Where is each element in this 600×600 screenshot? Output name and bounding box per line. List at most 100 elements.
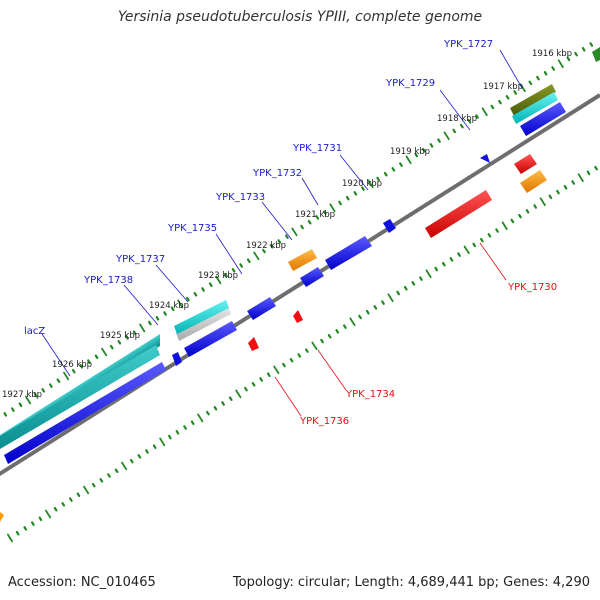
cds-ypk1737-grey[interactable]: [176, 306, 231, 341]
gene-label[interactable]: YPK_1735: [167, 223, 217, 234]
minor-tick: [168, 434, 172, 440]
minor-tick: [457, 252, 461, 257]
scale-label: 1916 kbp: [532, 49, 572, 59]
cds-ypk1736-reverse[interactable]: [248, 337, 259, 351]
minor-tick: [381, 300, 385, 305]
minor-tick: [335, 329, 340, 334]
cds-ypk1732-forward[interactable]: [325, 236, 372, 270]
gene-label[interactable]: YPK_1738: [83, 275, 133, 286]
minor-tick: [175, 430, 180, 435]
gene-labels-reverse: YPK_1730 YPK_1734 YPK_1736: [299, 282, 557, 427]
minor-tick: [282, 362, 286, 368]
minor-tick: [213, 406, 218, 411]
gene-label[interactable]: YPK_1732: [252, 168, 302, 179]
cds-orange-edge[interactable]: [0, 512, 4, 522]
minor-tick: [239, 263, 243, 268]
minor-tick: [361, 186, 365, 191]
major-tick: [177, 299, 184, 309]
gene-label[interactable]: YPK_1727: [443, 39, 493, 50]
minor-tick: [145, 449, 149, 454]
major-tick: [405, 155, 412, 165]
minor-tick: [358, 314, 362, 320]
minor-tick: [437, 138, 441, 143]
minor-tick: [137, 454, 142, 459]
cds-ypk1737-forward[interactable]: [184, 321, 237, 357]
major-tick: [63, 371, 70, 381]
label-leaders: [41, 49, 523, 377]
major-tick: [443, 131, 450, 141]
gene-label[interactable]: lacZ: [24, 326, 45, 337]
minor-tick: [563, 185, 568, 190]
minor-tick: [201, 287, 205, 292]
minor-tick: [411, 281, 416, 286]
minor-tick: [107, 473, 111, 478]
minor-tick: [307, 220, 312, 225]
gene-label[interactable]: YPK_1737: [115, 254, 165, 265]
major-tick: [311, 341, 318, 351]
minor-tick: [129, 458, 134, 464]
minor-tick: [383, 171, 388, 177]
minor-tick: [343, 324, 347, 329]
gene-label[interactable]: YPK_1729: [385, 78, 435, 89]
minor-tick: [574, 51, 578, 57]
cds-ypk1738-arrow[interactable]: [172, 352, 182, 366]
major-tick: [539, 197, 546, 207]
scale-labels: 1916 kbp 1917 kbp 1918 kbp 1919 kbp 1920…: [2, 49, 572, 400]
minor-tick: [513, 90, 518, 95]
accession-text: Accession: NC_010465: [8, 575, 156, 590]
minor-tick: [495, 228, 499, 233]
minor-tick: [114, 468, 119, 473]
minor-tick: [498, 99, 502, 105]
minor-tick: [571, 180, 576, 185]
minor-tick: [396, 290, 400, 296]
genome-summary-text: Topology: circular; Length: 4,689,441 bp…: [232, 575, 590, 590]
scale-label: 1927 kbp: [2, 390, 42, 400]
minor-tick: [48, 383, 53, 388]
cds-ypk1728b-orange[interactable]: [520, 170, 547, 193]
minor-tick: [422, 147, 426, 153]
scale-label: 1922 kbp: [246, 241, 286, 251]
cds-ypk1727-olive[interactable]: [510, 84, 556, 116]
minor-tick: [224, 272, 228, 278]
cds-ypk1734-reverse[interactable]: [293, 310, 303, 323]
minor-tick: [403, 285, 408, 291]
minor-tick: [91, 482, 96, 488]
minor-tick: [246, 258, 251, 263]
minor-tick: [594, 165, 598, 171]
gene-features: [0, 47, 600, 522]
gene-label[interactable]: YPK_1731: [292, 143, 342, 154]
minor-tick: [155, 316, 160, 321]
minor-tick: [11, 407, 15, 412]
minor-tick: [30, 521, 35, 526]
cds-ypk1726-green[interactable]: [592, 47, 600, 62]
cds-ypk1733-orange[interactable]: [288, 249, 317, 271]
cds-ypk1733-forward[interactable]: [300, 267, 324, 287]
major-tick: [291, 227, 298, 237]
minor-tick: [208, 282, 213, 287]
minor-tick: [183, 425, 187, 430]
minor-tick: [228, 396, 233, 401]
gene-label[interactable]: YPK_1734: [345, 389, 395, 400]
major-tick: [329, 203, 336, 213]
gene-label[interactable]: YPK_1736: [299, 416, 349, 427]
cds-ypk1727-cyan[interactable]: [512, 92, 558, 124]
cds-ypk1729-forward[interactable]: [480, 154, 490, 163]
gene-label[interactable]: YPK_1730: [507, 282, 557, 293]
minor-tick: [251, 382, 256, 387]
cds-ypk1735-forward[interactable]: [247, 297, 276, 320]
cds-ypk1727-forward[interactable]: [520, 102, 566, 136]
cds-lacz-forward[interactable]: [4, 362, 166, 464]
major-tick: [139, 323, 146, 333]
cds-ypk1737-cyan[interactable]: [174, 300, 229, 334]
gene-label[interactable]: YPK_1733: [215, 192, 265, 203]
scale-label: 1918 kbp: [437, 114, 477, 124]
cds-ypk1731-forward[interactable]: [383, 219, 396, 233]
cds-lacz-cyan-band[interactable]: [0, 345, 160, 449]
minor-tick: [190, 420, 195, 425]
minor-tick: [505, 95, 510, 100]
major-tick: [197, 413, 204, 423]
major-tick: [45, 509, 52, 519]
cds-ypk1730-reverse[interactable]: [425, 190, 492, 238]
cds-ypk1728-reverse[interactable]: [514, 154, 537, 174]
